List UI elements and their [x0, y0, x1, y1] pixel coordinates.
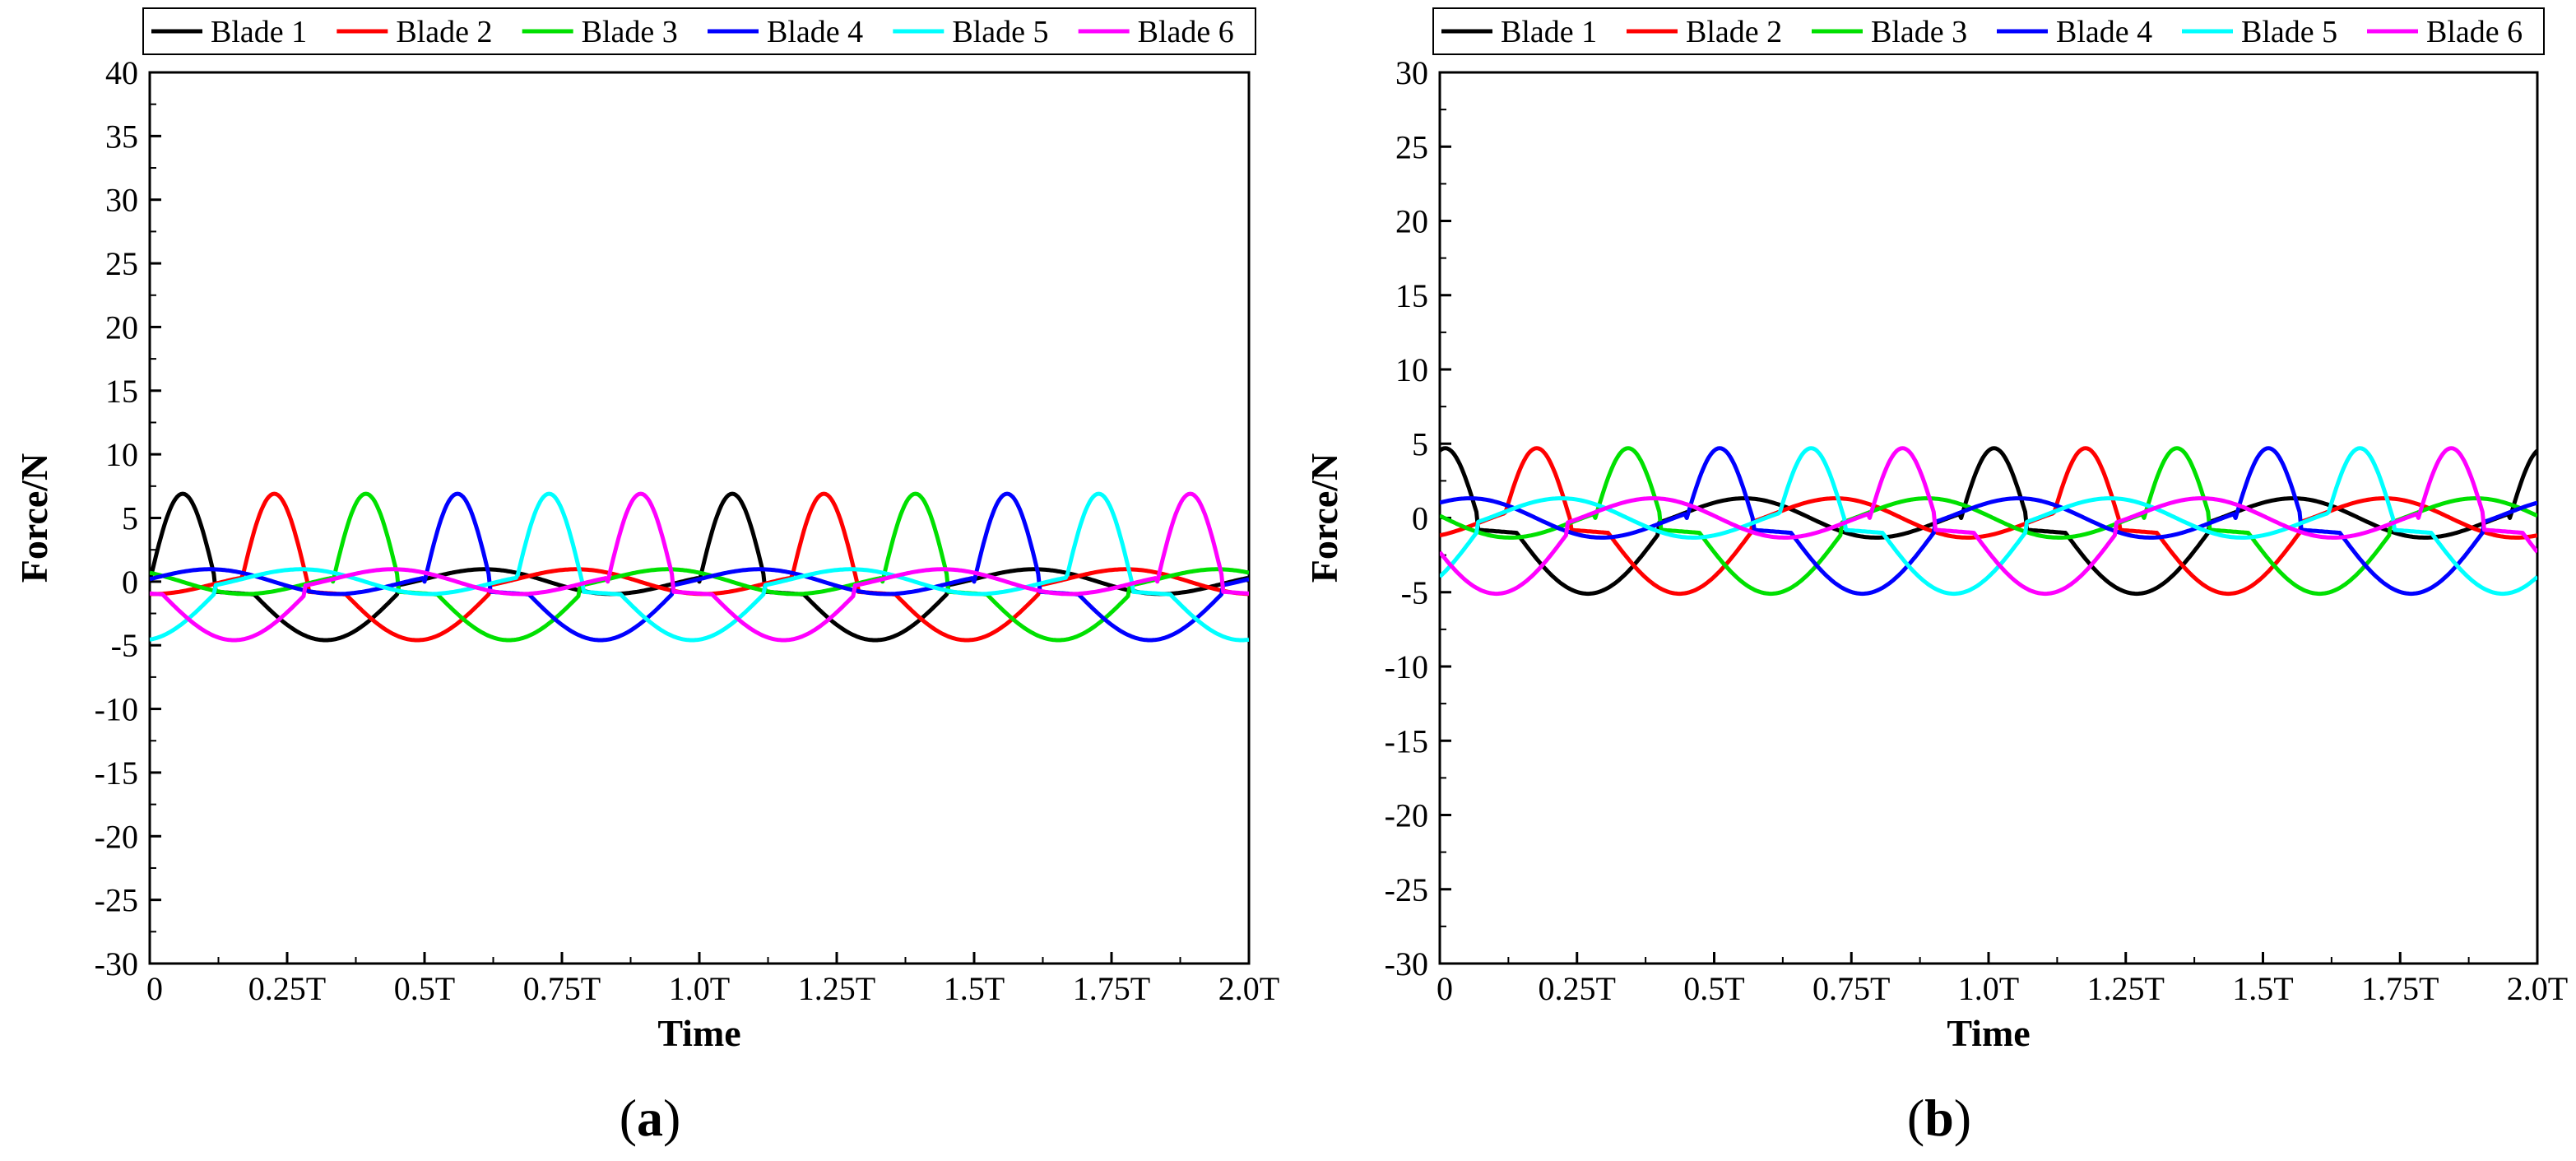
legend-label: Blade 1	[1501, 15, 1597, 49]
x-tick-label: 0.75T	[523, 970, 601, 1007]
x-tick-label: 1.75T	[2361, 970, 2439, 1007]
chart-panel-a: -30 -25 -20 -15 -10 -5 0 5 10 15 20 25 30 35 40 0 0.25T 0…	[13, 7, 1279, 1147]
y-tick-label: -15	[1385, 722, 1428, 759]
y-tick-label: -5	[1401, 574, 1428, 611]
x-tick-label: 0.5T	[1683, 970, 1744, 1007]
y-tick-label: 15	[105, 373, 138, 410]
legend-label: Blade 2	[396, 15, 492, 49]
x-tick-label: 0	[146, 970, 163, 1007]
x-tick-label: 1.75T	[1073, 970, 1150, 1007]
chart-panel-b: -30 -25 -20 -15 -10 -5 0 5 10 15 20 25 30 0 0.25T 0.5T 0…	[1303, 7, 2568, 1147]
x-tick-label: 1.5T	[2232, 970, 2293, 1007]
panel-label: (b)	[1907, 1089, 1971, 1147]
series-line-blade-1	[150, 491, 1249, 643]
x-tick-label: 2.0T	[1218, 970, 1279, 1007]
x-tick-label: 2.0T	[2507, 970, 2568, 1007]
y-axis-title: Force/N	[13, 453, 55, 583]
y-tick-label: 5	[1412, 425, 1428, 462]
legend-label: Blade 3	[1871, 15, 1967, 49]
series-line-blade-3	[1440, 446, 2537, 597]
y-tick-label: 10	[1395, 351, 1428, 388]
legend-box	[1432, 7, 2545, 55]
series-group	[150, 491, 1249, 643]
plot-frame	[148, 71, 1251, 965]
series-line-blade-6	[1440, 446, 2537, 597]
legend-label: Blade 5	[2241, 15, 2337, 49]
legend-label: Blade 2	[1686, 15, 1782, 49]
series-line-blade-5	[1440, 446, 2537, 597]
y-tick-label: -10	[95, 691, 138, 728]
x-tick-label: 1.0T	[1958, 970, 2019, 1007]
y-tick-label: 40	[105, 54, 138, 91]
y-tick-label: 10	[105, 436, 138, 473]
y-tick-label: -25	[95, 882, 138, 919]
y-tick-label: 0	[122, 564, 138, 601]
y-tick-label: 30	[1395, 54, 1428, 91]
y-tick-label: -20	[95, 818, 138, 855]
y-tick-label: 35	[105, 118, 138, 155]
y-tick-label: -5	[111, 627, 138, 664]
y-tick-label: 5	[122, 500, 138, 537]
y-axis-title: Force/N	[1303, 453, 1345, 583]
panel-label-paren: (	[620, 1089, 637, 1147]
x-tick-label: 0.25T	[1539, 970, 1616, 1007]
panel-label-letter: a	[637, 1089, 663, 1147]
x-tick-label: 1.25T	[2087, 970, 2165, 1007]
series-line-blade-5	[150, 491, 1249, 643]
y-tick-label: -20	[1385, 797, 1428, 834]
y-tick-label: -25	[1385, 871, 1428, 908]
y-tick-label: -15	[95, 755, 138, 792]
y-tick-label: 20	[105, 309, 138, 346]
panel-label-paren: (	[1907, 1089, 1924, 1147]
y-tick-label: 15	[1395, 277, 1428, 314]
x-tick-label: 0	[1437, 970, 1453, 1007]
y-tick-label: 0	[1412, 500, 1428, 537]
series-group	[1440, 446, 2537, 597]
y-tick-label: 25	[105, 245, 138, 282]
y-tick-label: 25	[1395, 128, 1428, 165]
x-axis-title: Time	[1947, 1012, 2030, 1054]
y-tick-label: -30	[95, 945, 138, 982]
x-tick-label: 1.0T	[669, 970, 730, 1007]
legend-label: Blade 4	[767, 15, 863, 49]
series-line-blade-6	[150, 491, 1249, 643]
legend-label: Blade 4	[2056, 15, 2152, 49]
panel-label-paren: )	[663, 1089, 680, 1147]
series-line-blade-1	[1440, 446, 2537, 597]
x-tick-label: 1.5T	[944, 970, 1005, 1007]
panel-label-letter: b	[1924, 1089, 1954, 1147]
legend-label: Blade 6	[2426, 15, 2523, 49]
x-axis-title: Time	[657, 1012, 740, 1054]
x-tick-label: 0.75T	[1812, 970, 1890, 1007]
y-tick-label: 30	[105, 182, 138, 219]
x-tick-label: 0.5T	[394, 970, 455, 1007]
legend-label: Blade 6	[1138, 15, 1234, 49]
x-tick-label: 0.25T	[248, 970, 326, 1007]
series-line-blade-3	[150, 491, 1249, 643]
legend-label: Blade 3	[582, 15, 678, 49]
legend-label: Blade 5	[952, 15, 1048, 49]
x-tick-label: 1.25T	[798, 970, 875, 1007]
legend-label: Blade 1	[211, 15, 307, 49]
panel-label-paren: )	[1954, 1089, 1971, 1147]
y-tick-label: 20	[1395, 203, 1428, 240]
panel-label: (a)	[620, 1089, 681, 1147]
series-line-blade-2	[1440, 446, 2537, 597]
y-tick-label: -10	[1385, 648, 1428, 685]
series-line-blade-4	[1440, 446, 2537, 597]
y-tick-label: -30	[1385, 945, 1428, 982]
legend-box	[142, 7, 1256, 55]
